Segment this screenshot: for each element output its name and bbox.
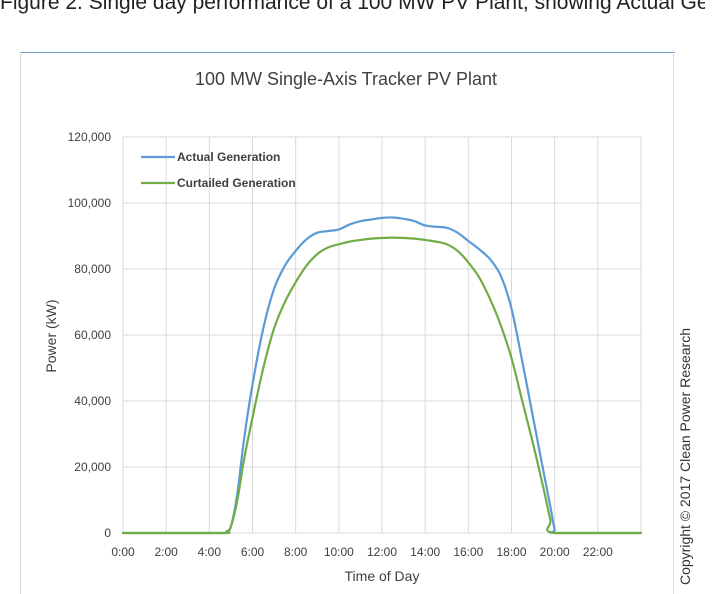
legend-label: Actual Generation xyxy=(177,150,280,164)
gridlines xyxy=(122,136,642,534)
y-axis-title: Power (kW) xyxy=(43,299,59,372)
series-line-actual-generation xyxy=(121,216,643,535)
y-tick-label: 0 xyxy=(104,526,111,540)
caption-rule xyxy=(20,52,675,53)
x-tick-label: 4:00 xyxy=(198,545,222,559)
x-tick-label: 16:00 xyxy=(453,545,483,559)
x-tick-label: 14:00 xyxy=(410,545,440,559)
y-tick-label: 60,000 xyxy=(74,328,111,342)
y-tick-label: 100,000 xyxy=(68,196,112,210)
legend-label: Curtailed Generation xyxy=(177,176,296,190)
x-tick-label: 12:00 xyxy=(367,545,397,559)
x-tick-label: 22:00 xyxy=(583,545,613,559)
x-tick-labels: 0:00 2:00 4:00 6:00 8:00 10:00 12:00 14:00 16:00… xyxy=(111,545,613,559)
legend-item-curtailed-generation: Curtailed Generation xyxy=(141,176,296,190)
legend-item-actual-generation: Actual Generation xyxy=(141,150,280,164)
series-lines xyxy=(121,216,643,535)
x-tick-label: 6:00 xyxy=(241,545,265,559)
x-tick-label: 8:00 xyxy=(284,545,308,559)
x-tick-label: 10:00 xyxy=(324,545,354,559)
chart-frame: 100 MW Single-Axis Tracker PV Plant 0 20,… xyxy=(20,54,674,594)
x-tick-label: 18:00 xyxy=(496,545,526,559)
x-axis-title: Time of Day xyxy=(345,568,420,584)
x-tick-label: 0:00 xyxy=(111,545,135,559)
chart-title: 100 MW Single-Axis Tracker PV Plant xyxy=(195,69,497,89)
x-tick-label: 2:00 xyxy=(154,545,178,559)
y-tick-label: 20,000 xyxy=(74,460,111,474)
x-tick-label: 20:00 xyxy=(540,545,570,559)
legend: Actual Generation Curtailed Generation xyxy=(141,150,296,190)
y-tick-label: 80,000 xyxy=(74,262,111,276)
y-tick-labels: 0 20,000 40,000 60,000 80,000 100,000 120,000 xyxy=(68,130,112,540)
figure-caption: Figure 2. Single day performance of a 10… xyxy=(0,0,705,14)
series-line-curtailed-generation xyxy=(121,236,643,535)
y-tick-label: 120,000 xyxy=(68,130,112,144)
line-chart: 100 MW Single-Axis Tracker PV Plant 0 20,… xyxy=(43,69,643,584)
copyright-text: Copyright © 2017 Clean Power Research xyxy=(677,327,693,585)
y-tick-label: 40,000 xyxy=(74,394,111,408)
